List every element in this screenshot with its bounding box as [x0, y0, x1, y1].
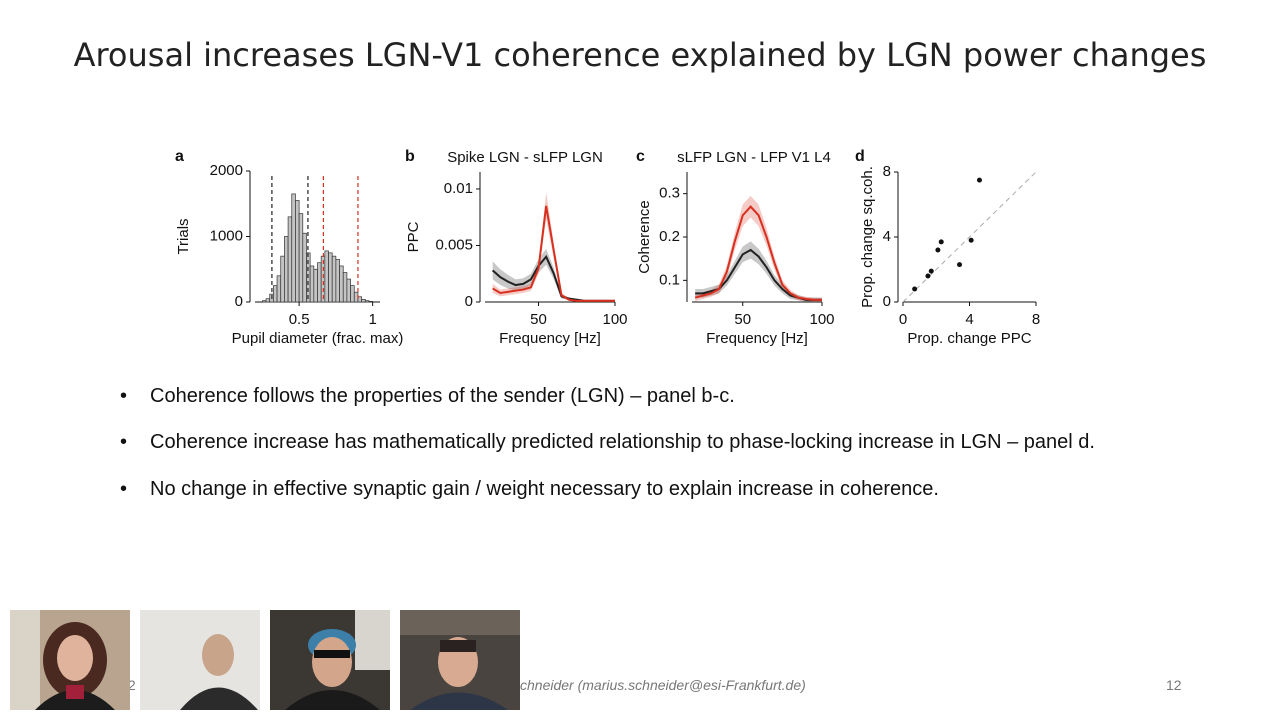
histogram-bar — [309, 265, 315, 303]
x-tick-label: 50 — [734, 311, 751, 328]
y-tick-label: 0 — [883, 293, 891, 310]
histogram-bar — [350, 285, 355, 303]
panel-letter: d — [855, 148, 865, 165]
histogram-bar — [342, 272, 348, 303]
scatter-point — [976, 177, 982, 183]
x-axis-label: Pupil diameter (frac. max) — [232, 330, 404, 347]
histogram-bar — [284, 236, 289, 303]
x-axis-label: Prop. change PPC — [907, 330, 1031, 347]
scatter-point — [912, 286, 918, 292]
y-axis-label: Trials — [175, 218, 192, 254]
histogram-bar — [265, 298, 271, 303]
histogram-bar — [291, 193, 296, 303]
footer: chneider (marius.schneider@esi-Frankfurt… — [520, 677, 806, 693]
scatter-point — [968, 237, 974, 243]
y-tick-label: 0 — [465, 293, 473, 310]
histogram-bar — [361, 299, 366, 303]
histogram-bar — [280, 255, 285, 303]
bullet-text: Coherence follows the properties of the … — [150, 385, 735, 407]
bullet-text: Coherence increase has mathematically pr… — [150, 431, 1095, 453]
y-tick-label: 2000 — [210, 162, 243, 179]
histogram-bar — [324, 250, 329, 303]
x-tick-label: 100 — [602, 311, 627, 328]
histogram-bar — [298, 213, 304, 303]
x-axis-label: Frequency [Hz] — [499, 330, 601, 347]
scatter-point — [925, 273, 931, 279]
y-tick-label: 0.2 — [659, 228, 680, 245]
panel-letter: c — [636, 148, 645, 165]
x-tick-label: 4 — [965, 311, 973, 328]
video-tile[interactable] — [400, 610, 520, 710]
histogram-bar — [364, 300, 370, 303]
histogram-bar — [295, 200, 300, 303]
histogram-bar — [273, 285, 278, 303]
scatter-point — [938, 239, 944, 245]
panel-title: Spike LGN - sLFP LGN — [447, 149, 603, 166]
scatter-point — [935, 247, 941, 253]
line — [492, 205, 615, 302]
slide-title: Arousal increases LGN-V1 coherence expla… — [73, 36, 1207, 74]
y-tick-label: 8 — [883, 163, 891, 180]
y-tick-label: 1000 — [210, 227, 243, 244]
y-tick-label: 0.3 — [659, 185, 680, 202]
histogram-bar — [346, 278, 351, 303]
x-tick-label: 0 — [899, 311, 907, 328]
histogram-bar — [328, 252, 333, 303]
x-tick-label: 1 — [368, 311, 376, 328]
figure: a Pupil diameter (frac. max) Trials 0.5 1 0 10… — [175, 148, 1040, 347]
histogram-bar — [339, 265, 344, 303]
histogram-bar — [302, 232, 307, 303]
y-axis-label: PPC — [405, 221, 422, 252]
video-tile[interactable] — [10, 610, 130, 710]
error-band — [695, 241, 822, 302]
histogram-bar — [313, 268, 318, 303]
bullet: • No change in effective synaptic gain / … — [120, 478, 939, 500]
scatter-point — [957, 262, 963, 268]
histogram-bar — [276, 275, 282, 303]
page-number: 12 — [1166, 677, 1182, 693]
histogram-bar — [368, 300, 373, 303]
x-tick-label: 8 — [1032, 311, 1040, 328]
video-tile[interactable] — [270, 610, 390, 710]
histogram-bar — [287, 216, 293, 303]
histogram-bar — [335, 259, 340, 303]
bullet-text: No change in effective synaptic gain / w… — [150, 478, 939, 500]
panel-letter: a — [175, 148, 184, 165]
y-axis-label: Prop. change sq.coh. — [859, 166, 876, 308]
video-tile[interactable] — [140, 610, 260, 710]
histogram-bar — [262, 300, 267, 303]
x-tick-label: 50 — [530, 311, 547, 328]
panel-title: sLFP LGN - LFP V1 L4 — [677, 149, 831, 166]
video-tiles — [10, 610, 520, 710]
histogram-bar — [331, 255, 337, 303]
error-band — [695, 195, 822, 302]
y-tick-label: 0 — [235, 293, 243, 310]
panel-letter: b — [405, 148, 415, 165]
bullet: • Coherence follows the properties of the… — [120, 385, 735, 407]
bullet: • Coherence increase has mathematically p… — [120, 431, 1095, 453]
x-tick-label: 100 — [809, 311, 834, 328]
x-tick-label: 0.5 — [289, 311, 310, 328]
y-tick-label: 0.1 — [659, 271, 680, 288]
x-axis-label: Frequency [Hz] — [706, 330, 808, 347]
y-axis-label: Coherence — [636, 200, 653, 273]
y-tick-label: 0.005 — [435, 236, 473, 253]
y-tick-label: 4 — [883, 228, 891, 245]
scatter-point — [928, 268, 934, 274]
reference-diagonal — [902, 171, 1037, 303]
histogram-bar — [317, 262, 322, 303]
line — [694, 205, 822, 301]
y-tick-label: 0.01 — [444, 180, 473, 197]
